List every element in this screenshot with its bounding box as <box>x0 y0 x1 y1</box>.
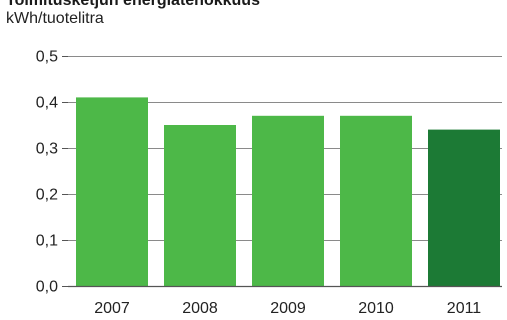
y-tick-label: 0,0 <box>36 279 58 296</box>
bars <box>76 97 500 287</box>
x-tick-label: 2007 <box>94 300 130 317</box>
axes <box>62 56 502 288</box>
bar-2011 <box>428 129 500 286</box>
bar-2010 <box>340 115 412 286</box>
y-axis-unit-label: kWh/tuotelitra <box>6 10 104 27</box>
bar-2009 <box>252 115 324 286</box>
tick-labels: 0,0 0,1 0,2 0,3 0,4 0,5 2007 2008 2009 2010 2011 <box>36 49 482 318</box>
x-tick-label: 2011 <box>447 300 482 317</box>
bar-2007 <box>76 97 148 287</box>
y-tick-label: 0,5 <box>36 49 58 66</box>
chart-title: Toimitusketjun energiatehokkuus <box>6 0 260 9</box>
x-tick-label: 2010 <box>358 300 394 317</box>
y-tick-label: 0,4 <box>36 95 58 112</box>
x-tick-label: 2008 <box>182 300 218 317</box>
bar-2008 <box>164 125 236 286</box>
y-tick-label: 0,2 <box>36 187 58 204</box>
y-tick-label: 0,1 <box>36 233 58 250</box>
x-tick-label: 2009 <box>270 300 306 317</box>
y-tick-label: 0,3 <box>36 141 58 158</box>
